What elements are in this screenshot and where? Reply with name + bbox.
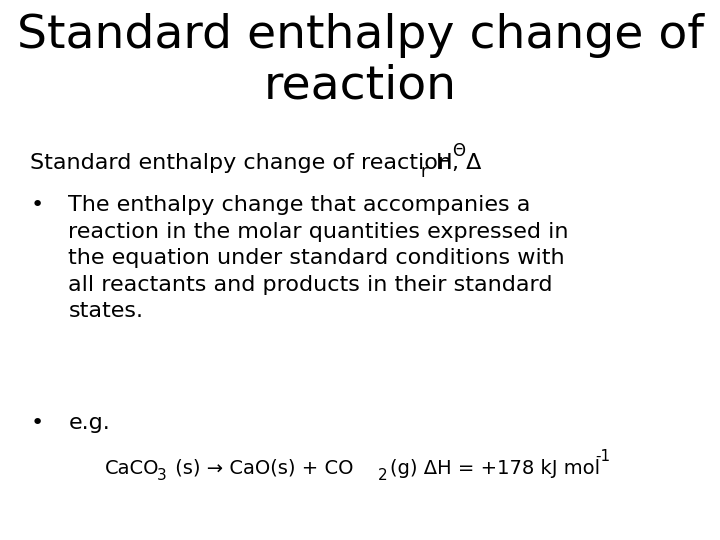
Text: The enthalpy change that accompanies a
reaction in the molar quantities expresse: The enthalpy change that accompanies a r… bbox=[68, 195, 569, 321]
Text: CaCO: CaCO bbox=[104, 459, 159, 478]
Text: Standard enthalpy change of reaction, Δ: Standard enthalpy change of reaction, Δ bbox=[30, 153, 482, 173]
Text: r: r bbox=[420, 163, 428, 180]
Text: 2: 2 bbox=[378, 468, 387, 483]
Text: •: • bbox=[30, 413, 43, 433]
Text: (g) ΔH = +178 kJ mol: (g) ΔH = +178 kJ mol bbox=[390, 459, 600, 478]
Text: Standard enthalpy change of
reaction: Standard enthalpy change of reaction bbox=[17, 14, 703, 109]
Text: 3: 3 bbox=[157, 468, 167, 483]
Text: H: H bbox=[436, 153, 453, 173]
Text: -1: -1 bbox=[595, 449, 611, 464]
Text: Θ: Θ bbox=[452, 142, 465, 160]
Text: •: • bbox=[30, 195, 43, 215]
Text: (s) → CaO(s) + CO: (s) → CaO(s) + CO bbox=[169, 459, 354, 478]
Text: e.g.: e.g. bbox=[68, 413, 110, 433]
